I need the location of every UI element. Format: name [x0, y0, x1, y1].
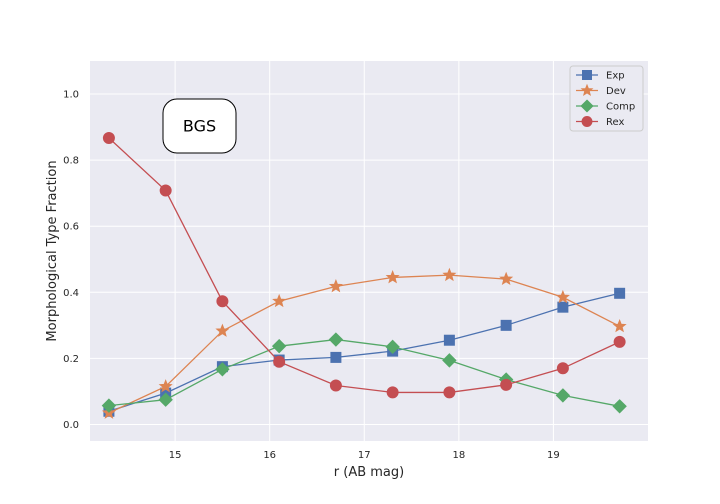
legend-label: Dev: [606, 86, 626, 97]
y-tick-label: 0.0: [63, 420, 79, 431]
legend-marker-dev: [580, 83, 594, 96]
y-tick-label: 0.8: [63, 156, 79, 167]
y-tick-label: 0.4: [63, 288, 79, 299]
data-point-rex: [386, 386, 399, 399]
data-point-dev: [612, 318, 627, 333]
data-point-dev: [328, 278, 343, 293]
series-line-comp: [108, 338, 620, 407]
series-dev: [101, 267, 627, 419]
data-point-exp: [443, 334, 455, 346]
y-tick-labels: 0.0 0.2 0.4 0.6 0.8 1.0: [63, 90, 79, 431]
legend: Exp Dev Comp Rex: [569, 65, 644, 132]
data-point-rex: [329, 379, 342, 392]
data-point-exp: [500, 319, 512, 331]
data-point-dev: [555, 289, 570, 304]
data-point-comp: [158, 392, 173, 407]
annotation-box: BGS: [162, 98, 237, 154]
data-point-comp: [555, 388, 571, 403]
data-point-dev: [499, 271, 514, 286]
data-point-rex: [273, 355, 286, 368]
data-point-dev: [158, 379, 173, 393]
legend-label: Rex: [606, 117, 624, 128]
series-line-exp: [108, 292, 620, 412]
x-axis-label: r (AB mag): [334, 465, 404, 480]
data-point-comp: [328, 332, 344, 347]
x-tick-label: 17: [358, 450, 371, 461]
data-point-comp: [101, 398, 117, 413]
annotation-text: BGS: [183, 117, 216, 136]
legend-marker-comp: [580, 99, 594, 113]
data-point-exp: [614, 287, 626, 299]
grid: [90, 61, 648, 441]
data-point-dev: [385, 270, 400, 284]
series-line-rex: [108, 137, 620, 394]
y-axis-label: Morphological Type Fraction: [45, 160, 60, 341]
y-tick-label: 0.6: [63, 222, 79, 233]
series-comp: [101, 332, 627, 414]
data-point-comp: [612, 399, 627, 414]
x-tick-labels: 15 16 17 18 19: [169, 450, 560, 461]
legend-marker-rex: [581, 116, 593, 127]
x-tick-label: 16: [263, 450, 276, 461]
data-point-rex: [216, 295, 229, 308]
legend-frame: [569, 65, 644, 132]
legend-label: Comp: [606, 102, 635, 113]
data-point-rex: [159, 184, 172, 197]
x-tick-label: 15: [169, 450, 182, 461]
data-point-rex: [613, 335, 626, 348]
data-point-exp: [330, 351, 342, 363]
legend-marker-exp: [582, 70, 592, 80]
legend-item-exp: Exp: [576, 70, 625, 82]
data-point-dev: [442, 267, 457, 282]
data-point-rex: [500, 378, 513, 391]
data-point-dev: [215, 323, 230, 337]
legend-item-rex: Rex: [576, 116, 624, 128]
series-rex: [102, 131, 626, 399]
x-tick-label: 18: [452, 450, 465, 461]
data-point-comp: [215, 362, 230, 377]
annotation-frame: [162, 98, 237, 154]
legend-item-comp: Comp: [576, 99, 635, 113]
series-layer: [101, 131, 627, 419]
x-tick-label: 19: [547, 450, 560, 461]
data-point-rex: [102, 131, 115, 144]
data-point-comp: [385, 339, 400, 355]
data-point-comp: [442, 353, 457, 368]
legend-label: Exp: [606, 71, 625, 82]
data-point-exp: [557, 301, 569, 313]
y-tick-label: 0.2: [63, 354, 79, 365]
y-tick-label: 1.0: [63, 90, 79, 101]
data-point-rex: [556, 362, 569, 375]
series-line-dev: [108, 274, 620, 414]
data-point-rex: [443, 386, 456, 399]
legend-item-dev: Dev: [576, 83, 626, 97]
data-point-dev: [272, 293, 287, 308]
data-point-comp: [271, 338, 287, 354]
